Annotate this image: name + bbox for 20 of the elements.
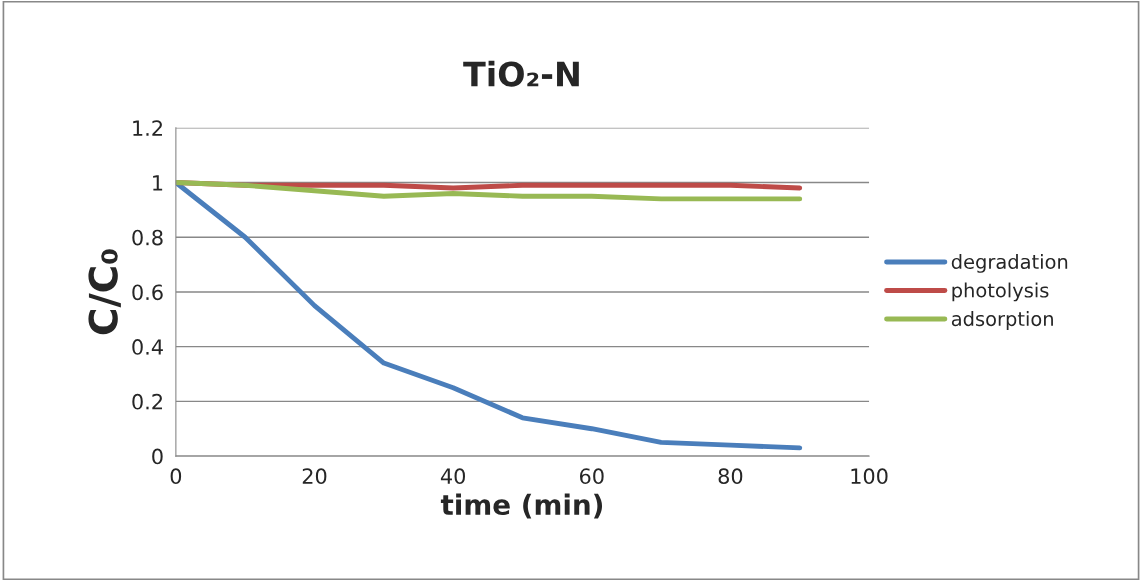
x-tick-label: 20 (302, 468, 327, 485)
x-tick-label: 60 (579, 468, 604, 485)
y-tick-label: 1.2 (133, 120, 162, 136)
y-tick-label: 1 (153, 175, 163, 191)
x-tick-label: 100 (851, 468, 888, 485)
y-tick-label: 0.8 (132, 229, 163, 246)
y-axis-title: C/C₀ (88, 249, 121, 335)
y-tick-label: 0.2 (132, 393, 162, 410)
x-axis-title: time (min) (440, 493, 603, 519)
x-tick-label: 0 (170, 468, 182, 485)
chart-title: TiO₂-N (463, 60, 579, 87)
x-tick-label: 40 (440, 468, 466, 485)
y-tick-label: 0.6 (132, 284, 163, 301)
legend-label: photolysis (952, 282, 1049, 302)
legend-label: adsorption (951, 311, 1053, 330)
line-series (175, 180, 803, 202)
y-tick-label: 0.4 (132, 339, 163, 355)
x-tick-label: 80 (718, 468, 743, 485)
y-tick-label: 0 (152, 448, 163, 465)
legend-label: degradation (951, 254, 1068, 273)
